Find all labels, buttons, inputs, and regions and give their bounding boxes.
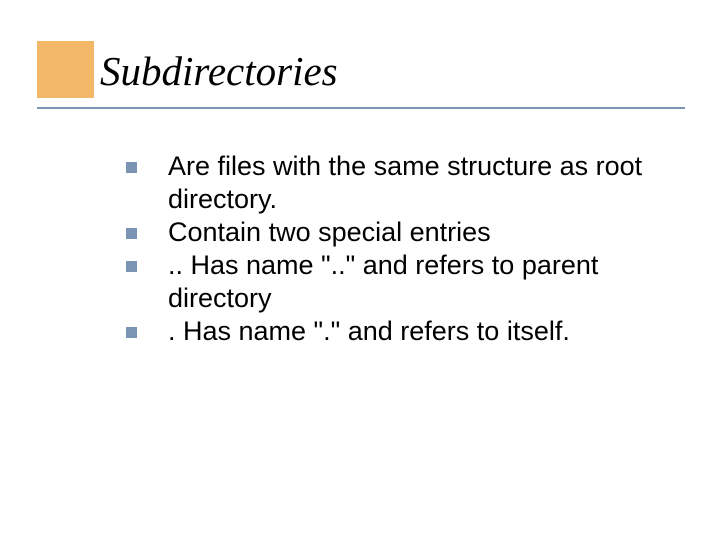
body-area: Are files with the same structure as roo… (126, 150, 686, 348)
square-bullet-icon (126, 162, 137, 173)
list-item-text: Are files with the same structure as roo… (168, 151, 642, 214)
title-accent-box (37, 41, 94, 98)
square-bullet-icon (126, 228, 137, 239)
list-item-text: .. Has name ".." and refers to parent di… (168, 250, 598, 313)
list-item: . Has name "." and refers to itself. (126, 315, 686, 348)
square-bullet-icon (126, 261, 137, 272)
title-underline (37, 107, 685, 109)
list-item-text: Contain two special entries (168, 217, 491, 247)
slide: { "accent": { "color": "#f2b868", "left"… (0, 0, 720, 540)
list-item-text: . Has name "." and refers to itself. (168, 316, 570, 346)
slide-title: Subdirectories (100, 47, 338, 95)
square-bullet-icon (126, 327, 137, 338)
list-item: Contain two special entries (126, 216, 686, 249)
list-item: Are files with the same structure as roo… (126, 150, 686, 216)
list-item: .. Has name ".." and refers to parent di… (126, 249, 686, 315)
